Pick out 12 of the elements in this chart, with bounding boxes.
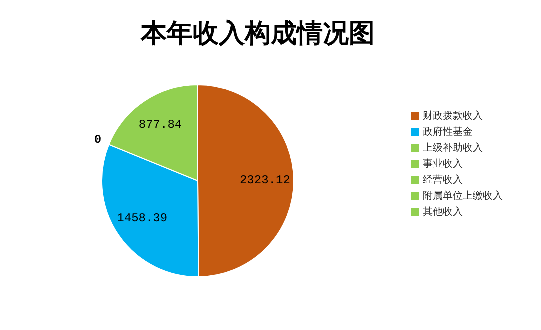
- legend-label: 附属单位上缴收入: [423, 191, 503, 202]
- legend-label: 其他收入: [423, 207, 463, 218]
- data-label: 1458.39: [117, 212, 168, 226]
- legend-label: 财政拨款收入: [423, 111, 483, 122]
- data-label: 877.84: [138, 118, 182, 132]
- chart-title: 本年收入构成情况图: [140, 18, 376, 51]
- legend-label: 政府性基金: [423, 127, 473, 138]
- legend-label: 经营收入: [423, 175, 463, 186]
- legend-label: 事业收入: [423, 159, 463, 170]
- legend-label: 上级补助收入: [423, 143, 483, 154]
- text: 0: [94, 133, 102, 148]
- data-label: 2323.12: [240, 174, 290, 188]
